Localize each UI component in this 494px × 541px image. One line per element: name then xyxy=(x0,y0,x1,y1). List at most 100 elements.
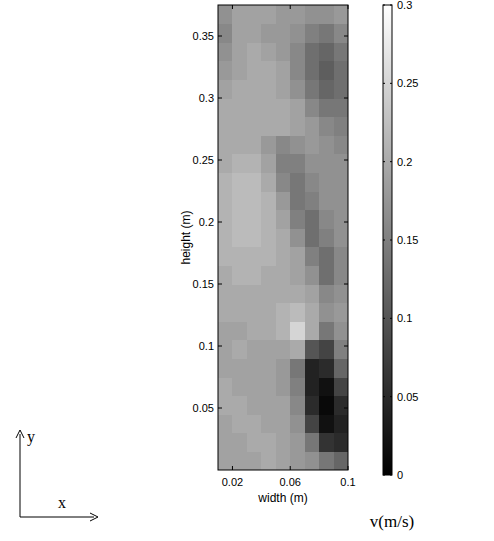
cell xyxy=(305,340,320,359)
cell xyxy=(247,265,262,284)
cell xyxy=(261,228,276,247)
cell xyxy=(247,433,262,452)
cell xyxy=(305,61,320,80)
cell xyxy=(319,228,334,247)
cell xyxy=(305,414,320,433)
field xyxy=(218,5,348,470)
cell xyxy=(290,377,305,396)
cell xyxy=(247,321,262,340)
cell xyxy=(319,191,334,210)
cell xyxy=(334,98,348,117)
cell xyxy=(290,210,305,229)
cell xyxy=(290,321,305,340)
cell xyxy=(218,154,233,173)
cell xyxy=(290,433,305,452)
cell xyxy=(218,210,233,229)
y-tick xyxy=(218,346,222,347)
cell xyxy=(276,377,291,396)
colorbar-tick xyxy=(383,475,385,476)
cell xyxy=(247,228,262,247)
cell xyxy=(305,321,320,340)
cell xyxy=(305,377,320,396)
cell xyxy=(305,247,320,266)
cell xyxy=(334,135,348,154)
cell xyxy=(218,228,233,247)
cell xyxy=(232,303,247,322)
cell xyxy=(334,79,348,98)
cell xyxy=(334,210,348,229)
cell xyxy=(232,377,247,396)
cell xyxy=(319,414,334,433)
cell xyxy=(218,414,233,433)
cell xyxy=(276,451,291,470)
colorbar xyxy=(383,5,392,475)
cell xyxy=(232,358,247,377)
cell xyxy=(290,340,305,359)
cell xyxy=(276,210,291,229)
colorbar-tick-label: 0.3 xyxy=(397,0,412,11)
y-tick-label: 0.2 xyxy=(199,216,214,228)
cell xyxy=(261,61,276,80)
cell xyxy=(232,98,247,117)
cell xyxy=(290,414,305,433)
cell xyxy=(305,79,320,98)
cell xyxy=(276,228,291,247)
cell xyxy=(247,247,262,266)
cell xyxy=(261,172,276,191)
cell xyxy=(232,172,247,191)
cell xyxy=(218,247,233,266)
cell xyxy=(334,451,348,470)
cell xyxy=(232,154,247,173)
y-tick xyxy=(218,284,222,285)
cell xyxy=(261,396,276,415)
cell xyxy=(218,79,233,98)
cell xyxy=(218,265,233,284)
colorbar-tick xyxy=(383,318,385,319)
x-tick-label: 0.06 xyxy=(280,476,301,488)
colorbar-tick xyxy=(383,240,385,241)
cell xyxy=(319,377,334,396)
cell xyxy=(247,358,262,377)
y-tick xyxy=(218,98,222,99)
colorbar-tick xyxy=(390,240,392,241)
cell xyxy=(218,433,233,452)
cell xyxy=(261,414,276,433)
y-tick-label: 0.3 xyxy=(199,92,214,104)
cell xyxy=(232,340,247,359)
cell xyxy=(319,340,334,359)
cell xyxy=(218,377,233,396)
colorbar-tick-label: 0.05 xyxy=(397,391,418,403)
cell xyxy=(261,321,276,340)
y-tick xyxy=(344,36,348,37)
cell xyxy=(276,61,291,80)
colorbar-tick-label: 0.1 xyxy=(397,312,412,324)
cell xyxy=(319,303,334,322)
y-tick xyxy=(344,160,348,161)
cell xyxy=(218,303,233,322)
x-tick xyxy=(232,466,233,470)
cell xyxy=(290,228,305,247)
colorbar-tick xyxy=(390,161,392,162)
cell xyxy=(276,117,291,136)
cell xyxy=(261,24,276,43)
cell xyxy=(232,321,247,340)
x-arrow xyxy=(20,517,94,518)
cell xyxy=(247,154,262,173)
cell xyxy=(290,358,305,377)
cell xyxy=(334,414,348,433)
cell xyxy=(305,5,320,24)
cell xyxy=(290,154,305,173)
cell xyxy=(290,303,305,322)
cell xyxy=(261,265,276,284)
cell xyxy=(232,228,247,247)
cell xyxy=(232,191,247,210)
cell xyxy=(276,172,291,191)
cell xyxy=(290,247,305,266)
cell xyxy=(305,433,320,452)
cell xyxy=(261,451,276,470)
cell xyxy=(305,396,320,415)
cell xyxy=(319,79,334,98)
cell xyxy=(218,135,233,154)
cell xyxy=(276,321,291,340)
cell xyxy=(247,284,262,303)
